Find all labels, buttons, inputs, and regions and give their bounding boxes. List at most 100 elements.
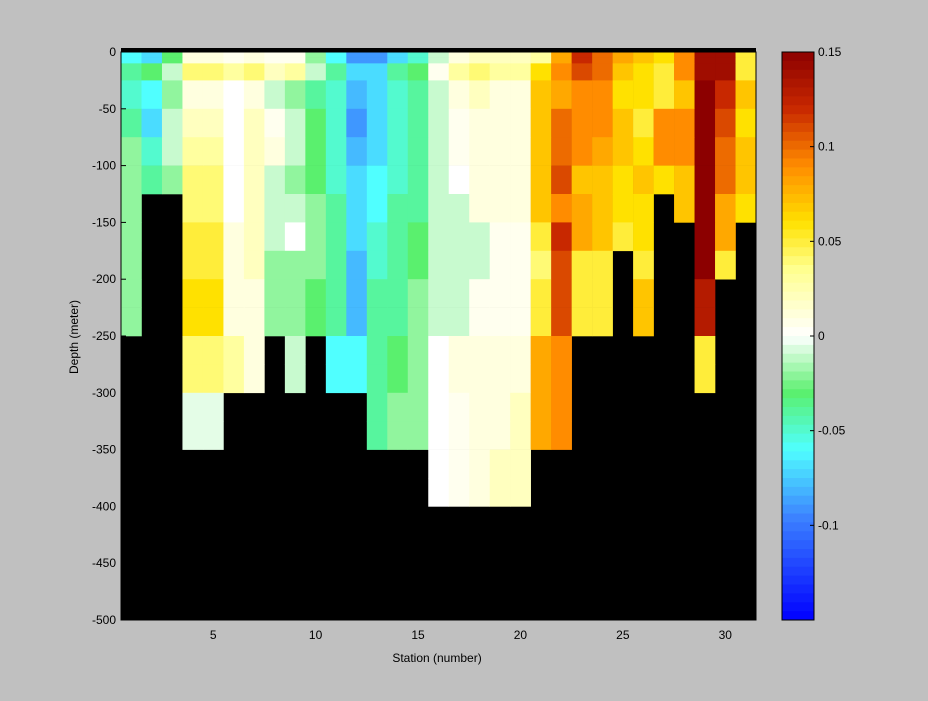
heatmap-cell <box>387 57 409 64</box>
heatmap-cell <box>121 57 142 64</box>
heatmap-cell <box>448 137 470 166</box>
heatmap-cell <box>182 80 204 110</box>
heatmap-cell <box>243 108 265 138</box>
heatmap-cell <box>264 63 286 81</box>
heatmap-cell <box>428 57 450 64</box>
heatmap-cell <box>325 63 347 81</box>
heatmap-cell <box>694 307 716 337</box>
heatmap-cell <box>510 165 531 195</box>
heatmap-cell <box>202 222 224 252</box>
heatmap-cell <box>387 80 409 110</box>
x-tick-label: 15 <box>411 628 425 642</box>
heatmap-cell <box>161 52 183 58</box>
heatmap-cell <box>264 165 286 195</box>
heatmap-cell <box>448 250 470 280</box>
heatmap-cell <box>407 165 429 195</box>
heatmap-cell <box>489 222 511 252</box>
colorbar-segment <box>782 256 814 266</box>
heatmap-cell <box>182 250 204 280</box>
heatmap-cell <box>305 307 327 337</box>
heatmap-cell <box>448 307 470 337</box>
y-tick-label: -350 <box>92 443 116 457</box>
heatmap-cell <box>530 279 552 308</box>
heatmap-cell <box>633 222 654 252</box>
heatmap-cell <box>715 57 736 64</box>
heatmap-cell <box>571 57 593 64</box>
x-axis-label: Station (number) <box>392 651 481 665</box>
colorbar-segment <box>782 611 814 621</box>
heatmap-cell <box>674 108 695 138</box>
heatmap-cell <box>530 108 552 138</box>
heatmap-cell <box>510 449 531 479</box>
colorbar-segment <box>782 105 814 115</box>
heatmap-cell <box>202 137 224 166</box>
heatmap-cell <box>489 478 511 507</box>
heatmap-cell <box>284 52 306 58</box>
heatmap-cell <box>489 194 511 223</box>
heatmap-cell <box>694 279 716 308</box>
colorbar-segment <box>782 327 814 337</box>
heatmap-cell <box>305 222 327 252</box>
colorbar-tick-label: 0 <box>818 329 825 343</box>
heatmap-cell <box>407 63 429 81</box>
heatmap-cell <box>612 137 634 166</box>
heatmap-cell <box>633 57 654 64</box>
heatmap-cell <box>448 63 470 81</box>
heatmap-cell <box>407 250 429 280</box>
heatmap-cell <box>346 250 368 280</box>
heatmap-cell <box>428 250 450 280</box>
heatmap-cell <box>121 80 142 110</box>
heatmap-cell <box>366 279 388 308</box>
colorbar-segment <box>782 60 814 71</box>
heatmap-cell <box>428 364 450 394</box>
heatmap-cell <box>325 307 347 337</box>
heatmap-cell <box>161 80 183 110</box>
heatmap-cell <box>653 52 675 58</box>
heatmap-cell <box>428 279 450 308</box>
heatmap-cell <box>510 364 531 394</box>
heatmap-cell <box>366 80 388 110</box>
colorbar-segment <box>782 158 814 168</box>
heatmap-cell <box>202 194 224 223</box>
colorbar-segment <box>782 318 814 328</box>
x-tick-label: 25 <box>616 628 630 642</box>
heatmap-cell <box>469 57 491 64</box>
heatmap-cell <box>735 194 757 223</box>
heatmap-cell <box>428 478 450 507</box>
colorbar-segment <box>782 575 814 585</box>
colorbar-tick-label: 0.1 <box>818 140 835 154</box>
colorbar-segment <box>782 513 814 523</box>
heatmap-cell <box>510 392 531 422</box>
heatmap-cell <box>223 57 245 64</box>
heatmap-cell <box>694 364 716 394</box>
heatmap-cell <box>694 137 716 166</box>
heatmap-cell <box>592 222 613 252</box>
heatmap-cell <box>161 63 183 81</box>
colorbar-segment <box>782 52 814 62</box>
heatmap-cell <box>366 222 388 252</box>
heatmap-cell <box>223 165 245 195</box>
heatmap-cell <box>510 336 531 365</box>
heatmap-cell <box>141 108 163 138</box>
heatmap-cell <box>489 307 511 337</box>
heatmap-cell <box>715 222 736 252</box>
colorbar-tick-label: 0.05 <box>818 234 842 248</box>
colorbar-segment <box>782 407 814 417</box>
heatmap-cell <box>366 52 388 58</box>
heatmap-cell <box>325 364 347 394</box>
heatmap-cell <box>346 165 368 195</box>
heatmap-cell <box>551 57 572 64</box>
heatmap-cell <box>243 57 265 64</box>
heatmap-cell <box>530 392 552 422</box>
heatmap-cell <box>428 449 450 479</box>
heatmap-cell <box>264 279 286 308</box>
heatmap-cell <box>284 194 306 223</box>
heatmap-cell <box>469 80 491 110</box>
colorbar-segment <box>782 87 814 97</box>
heatmap-cell <box>141 80 163 110</box>
heatmap-cell <box>653 108 675 138</box>
x-tick-label: 30 <box>719 628 733 642</box>
heatmap-cell <box>346 279 368 308</box>
heatmap-cell <box>346 336 368 365</box>
